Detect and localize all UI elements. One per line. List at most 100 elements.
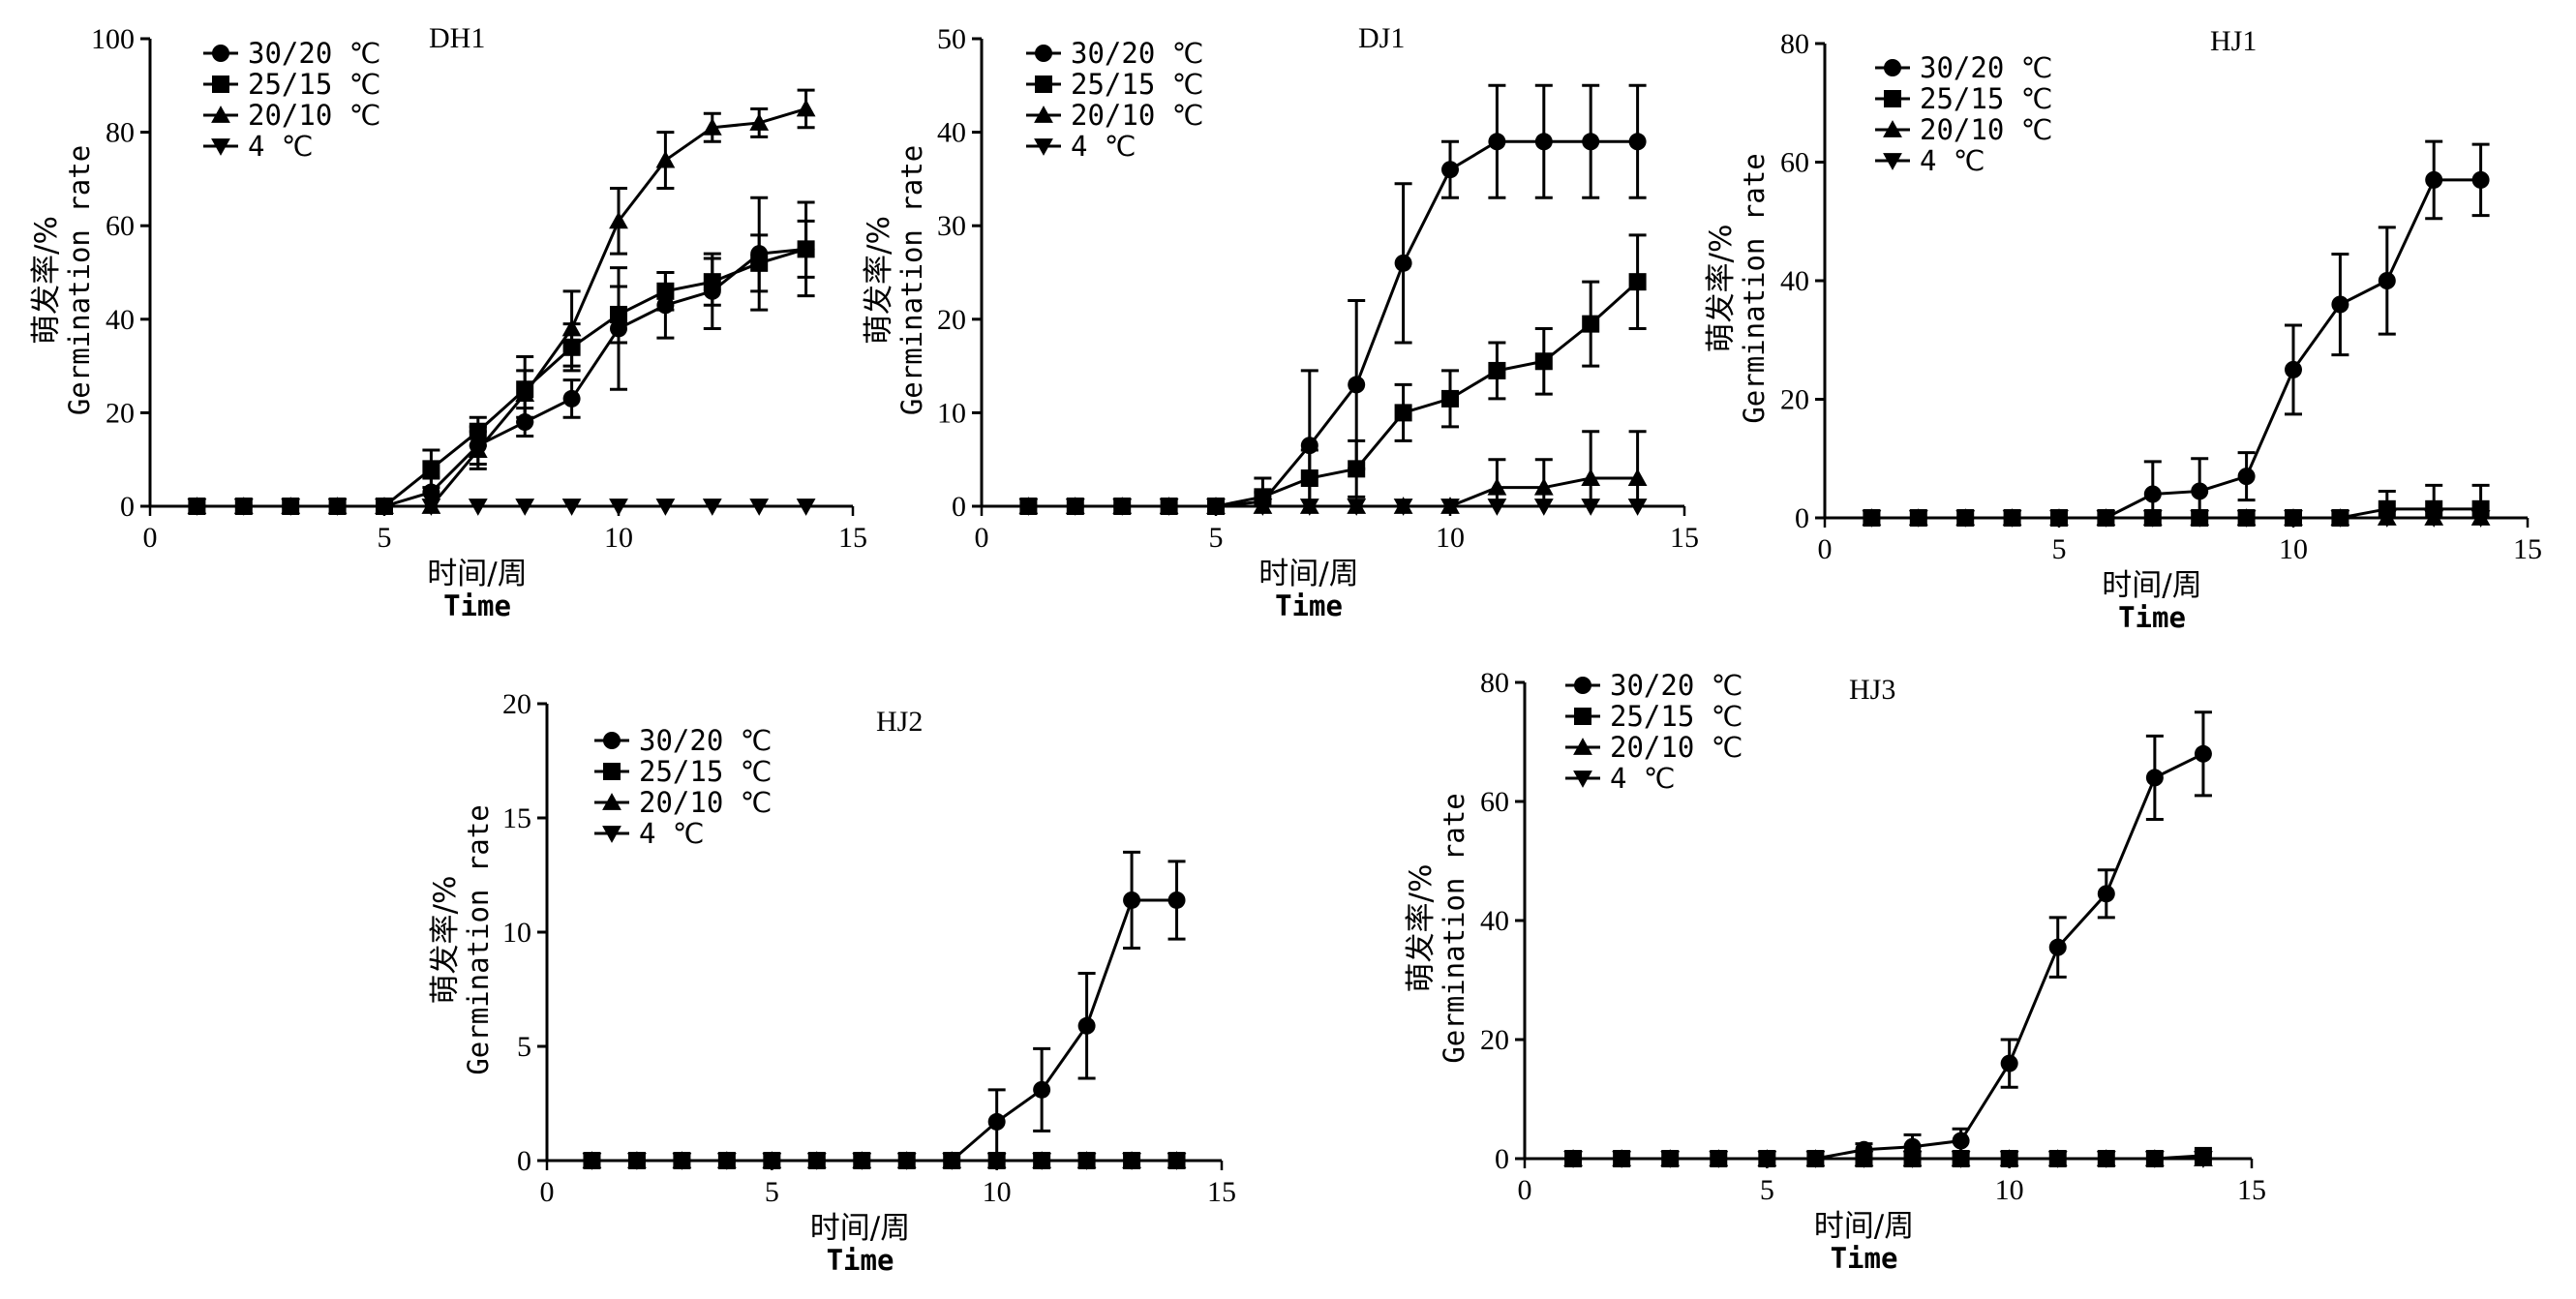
data-point [1394,254,1412,272]
legend-label: 4 ℃ [1610,762,1676,795]
data-point [702,117,722,136]
legend-marker [602,793,621,810]
legend-marker [1883,120,1902,137]
legend-label: 4 ℃ [639,817,705,850]
x-tick-label: 10 [2279,533,2308,565]
series-4 [1862,510,2491,528]
x-tick-label: 15 [2237,1174,2266,1206]
data-point [2097,885,2115,903]
data-point [806,1153,827,1170]
panel-title: HJ2 [876,706,923,738]
data-point [609,498,628,516]
panel-title: DH1 [429,22,485,54]
data-point [656,282,675,300]
legend-marker [1883,153,1902,170]
data-point [1951,1151,1971,1168]
series-4 [582,1153,1187,1170]
x-tick-label: 5 [1760,1174,1774,1206]
legend-label: 25/15 ℃ [1071,68,1203,101]
data-point [187,498,207,516]
data-point [1581,468,1601,486]
y-tick-label: 40 [1780,265,1809,297]
data-point [1999,1151,2019,1168]
data-point [1033,1080,1051,1099]
data-point [1253,498,1273,516]
legend-label: 25/15 ℃ [639,755,772,788]
x-tick-label: 10 [983,1176,1012,1208]
y-tick-label: 80 [1480,667,1509,699]
data-point [2047,1151,2068,1168]
data-point [1709,1151,1729,1168]
data-point [2377,510,2397,528]
y-tick-label: 40 [1480,905,1509,937]
x-tick-label: 0 [1818,533,1833,565]
data-point [1348,376,1366,394]
legend-label: 20/10 ℃ [248,99,380,132]
data-point [627,1153,647,1170]
x-tick-label: 15 [1670,522,1699,554]
data-point [561,498,582,516]
data-point [1206,498,1226,516]
y-tick-label: 0 [120,491,135,523]
data-point [375,498,394,516]
data-point [1533,498,1554,516]
data-point [2194,744,2212,763]
legend-marker [1034,138,1053,156]
data-point [1628,133,1647,151]
series-2 [1019,233,1647,515]
data-point [281,498,301,516]
y-axis-label-en: Germination rate [462,804,495,1074]
data-point [1902,1151,1923,1168]
legend-marker [1035,45,1052,62]
data-point [1032,1153,1052,1170]
x-axis-label-en: Time [1275,589,1343,622]
data-point [561,318,582,337]
data-point [2049,510,2069,528]
y-axis-label-cn: 萌发率/% [1404,864,1439,993]
data-point [1627,498,1648,516]
data-point [2048,938,2067,956]
legend-label: 4 ℃ [248,130,314,163]
y-tick-label: 60 [106,210,135,242]
data-point [1582,315,1600,333]
data-point [655,498,676,516]
legend-label: 25/15 ℃ [1610,700,1743,733]
legend-label: 30/20 ℃ [1610,669,1743,702]
data-point [1908,510,1928,528]
data-point [421,498,441,516]
data-point [1612,1151,1632,1168]
panel-title: HJ1 [2210,25,2257,57]
data-point [1167,891,1186,909]
data-point [2471,170,2490,189]
x-tick-label: 10 [1995,1174,2024,1206]
data-point [1660,1151,1681,1168]
y-tick-label: 20 [1780,384,1809,416]
x-tick-label: 10 [604,522,633,554]
data-point [2237,468,2256,486]
y-tick-label: 50 [937,23,966,55]
data-point [1018,498,1039,516]
y-tick-label: 0 [517,1145,531,1177]
data-point [1487,477,1507,496]
data-point [2191,482,2209,500]
data-point [796,99,816,117]
y-tick-label: 40 [106,304,135,336]
y-axis-label-cn: 萌发率/% [29,216,64,345]
legend-label: 4 ℃ [1920,144,1985,177]
data-point [2145,769,2164,787]
data-point [1627,468,1648,486]
data-point [1299,498,1319,516]
legend-label: 4 ℃ [1071,130,1136,163]
y-tick-label: 15 [502,802,531,834]
y-tick-label: 20 [502,688,531,720]
y-axis-label-en: Germination rate [1438,793,1470,1063]
data-point [2000,1054,2018,1072]
legend-marker [211,138,230,156]
y-tick-label: 0 [1795,502,1809,534]
data-point [762,1153,782,1170]
series-4 [1018,498,1648,516]
y-axis-label-en: Germination rate [63,145,96,415]
x-tick-label: 15 [838,522,867,554]
